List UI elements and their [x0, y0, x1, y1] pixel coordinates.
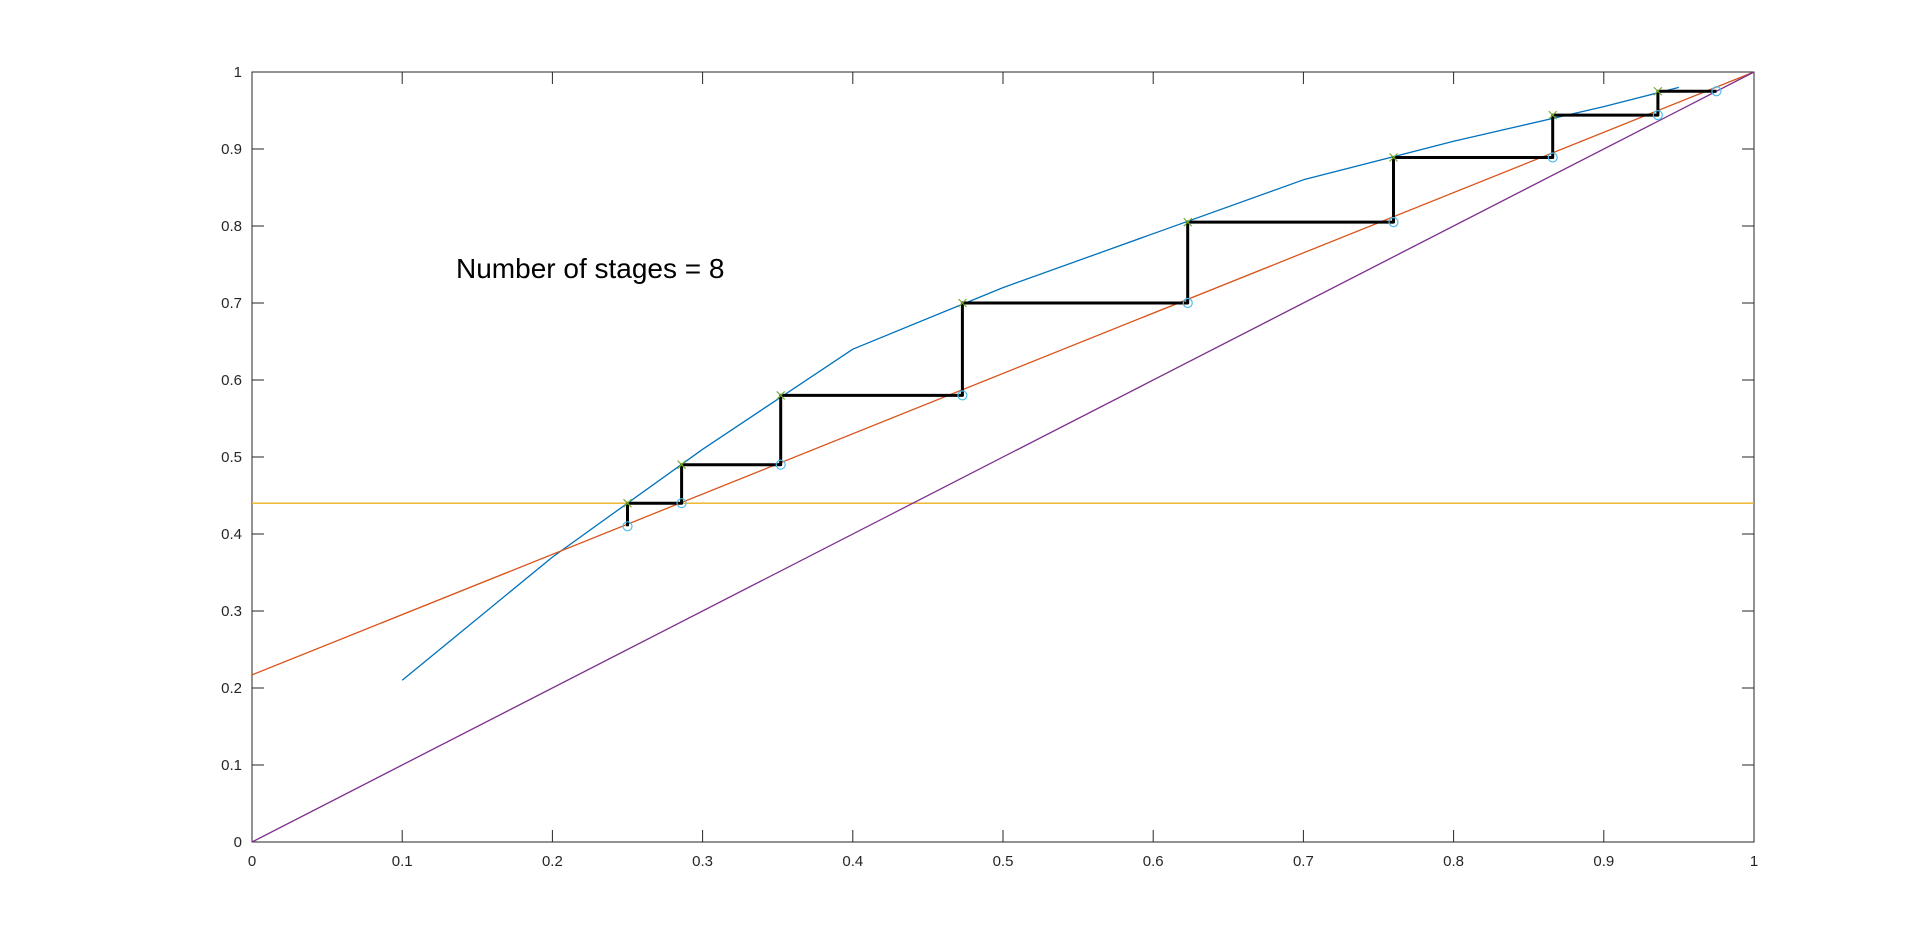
stage-points-x-marker: [623, 498, 632, 508]
y-tick-label: 0.3: [221, 603, 242, 620]
y-tick-label: 0.5: [221, 449, 242, 466]
x-tick-label: 0.4: [842, 853, 863, 870]
y-tick-label: 1: [234, 64, 242, 81]
stage-points-circle-marker: [622, 521, 633, 532]
y-tick-label: 0.6: [221, 372, 242, 389]
stage-points-circle-marker: [957, 390, 968, 401]
stage-steps: [626, 89, 1717, 527]
stage-points-circle-marker: [1182, 297, 1193, 309]
x-tick-label: 0.8: [1443, 853, 1464, 870]
y-tick-label: 0.2: [221, 680, 242, 697]
operating-line: [251, 71, 1755, 676]
stage-points-x-marker: [958, 298, 967, 308]
stage-points-circle-marker: [1711, 86, 1722, 97]
x-tick-label: 0.1: [392, 853, 413, 870]
x-tick-label: 0.6: [1143, 853, 1164, 870]
stage-points-circle-marker: [1388, 217, 1399, 228]
stage-points-x-marker: [1389, 153, 1398, 162]
stage-points-x-marker: [1183, 217, 1193, 227]
stage-points-x-marker: [776, 390, 786, 400]
y-tick-label: 0.7: [221, 295, 242, 312]
series-group: [251, 71, 1755, 843]
x-tick-label: 0.3: [692, 853, 713, 870]
x-tick-label: 1: [1750, 853, 1758, 870]
stage-points-circle-marker: [1547, 152, 1558, 163]
y-tick-label: 0.8: [221, 218, 242, 235]
x-tick-label: 0: [248, 853, 256, 870]
stage-points-x-marker: [1653, 86, 1663, 96]
stage-points-x-marker: [1548, 110, 1558, 120]
x-tick-labels: 0 0.1 0.2 0.3 0.4 0.5 0.6 0.7 0.8 0.9 1: [248, 853, 1758, 870]
stage-points-circle-marker: [1652, 110, 1663, 121]
x-tick-label: 0.7: [1293, 853, 1314, 870]
stage-points-x-marker: [677, 460, 686, 470]
y-tick-label: 0.4: [221, 526, 242, 543]
y-tick-label: 0.1: [221, 757, 242, 774]
x-tick-label: 0.2: [542, 853, 563, 870]
x-tick-label: 0.9: [1593, 853, 1614, 870]
y-tick-label: 0: [234, 834, 242, 851]
axis-ticks: [251, 71, 1755, 843]
y-tick-labels: 0 0.1 0.2 0.3 0.4 0.5 0.6 0.7 0.8 0.9 1: [221, 64, 242, 851]
x-tick-label: 0.5: [993, 853, 1014, 870]
diagonal-line: [251, 71, 1755, 843]
stage-points-circle-marker: [676, 498, 687, 509]
y-tick-label: 0.9: [221, 141, 242, 158]
stage-points-circle-marker: [775, 459, 786, 470]
stages-annotation: Number of stages = 8: [456, 253, 724, 284]
